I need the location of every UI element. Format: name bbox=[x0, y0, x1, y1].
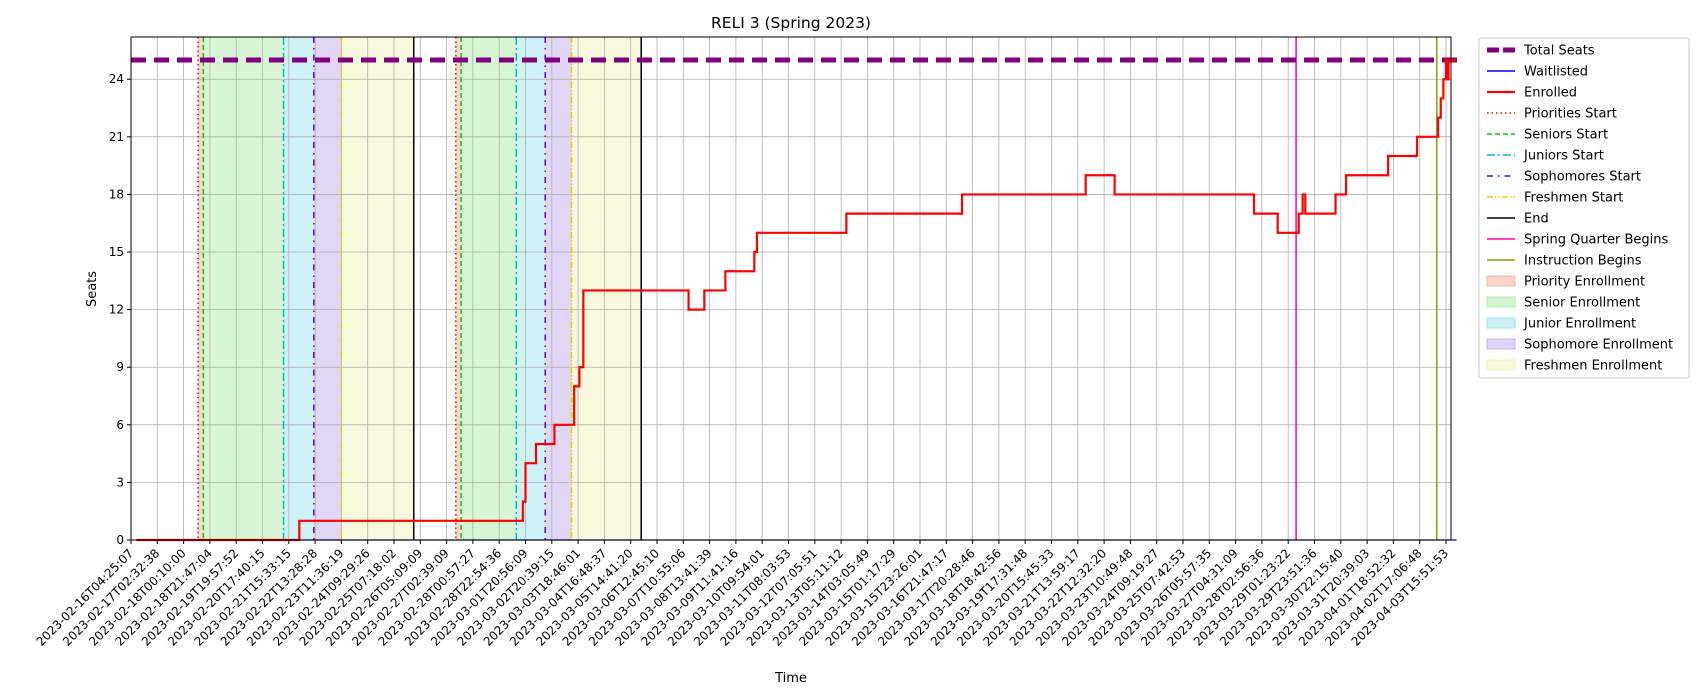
legend-swatch bbox=[1486, 338, 1516, 350]
span-sophomore-enrollment bbox=[313, 37, 342, 540]
span-freshmen-enrollment bbox=[341, 37, 414, 540]
legend-label: Priorities Start bbox=[1524, 107, 1617, 122]
legend-swatch bbox=[1486, 359, 1516, 371]
y-tick-label: 3 bbox=[116, 475, 124, 489]
y-axis-ticks: 0 3 6 9 12 15 18 21 24 bbox=[109, 72, 131, 547]
y-tick-label: 12 bbox=[109, 303, 124, 317]
y-tick-label: 21 bbox=[109, 130, 124, 144]
legend-swatch bbox=[1486, 275, 1516, 287]
x-axis-label: Time bbox=[774, 671, 807, 686]
x-axis-ticks: 2023-02-16T04:25:072023-02-17T02:32:3820… bbox=[34, 540, 1451, 649]
legend-swatch bbox=[1486, 317, 1516, 329]
legend-swatch bbox=[1486, 296, 1516, 308]
y-tick-label: 9 bbox=[116, 360, 124, 374]
span-junior-enrollment bbox=[516, 37, 546, 540]
legend-label: Waitlisted bbox=[1524, 65, 1588, 80]
legend-box bbox=[1478, 37, 1690, 379]
legend-label: Senior Enrollment bbox=[1524, 296, 1640, 311]
y-tick-label: 0 bbox=[116, 533, 124, 547]
legend-label: Freshmen Enrollment bbox=[1524, 359, 1662, 374]
span-sophomore-enrollment bbox=[545, 37, 572, 540]
span-senior-enrollment bbox=[203, 37, 284, 540]
legend-label: End bbox=[1524, 212, 1549, 227]
legend-label: Spring Quarter Begins bbox=[1524, 233, 1668, 248]
y-tick-label: 18 bbox=[109, 187, 124, 201]
y-tick-label: 15 bbox=[109, 245, 124, 259]
y-tick-label: 24 bbox=[109, 72, 124, 86]
legend-label: Instruction Begins bbox=[1524, 254, 1642, 269]
y-tick-label: 6 bbox=[116, 418, 124, 432]
plot-frame bbox=[130, 36, 1452, 541]
series-enrolled bbox=[136, 58, 1457, 542]
span-freshmen-enrollment bbox=[571, 37, 642, 540]
legend: Total Seats Waitlisted Enrolled Priorities … bbox=[1478, 37, 1690, 379]
legend-label: Freshmen Start bbox=[1524, 191, 1623, 206]
span-priority-enrollment bbox=[455, 37, 462, 540]
span-junior-enrollment bbox=[283, 37, 314, 540]
span-priority-enrollment bbox=[198, 37, 204, 540]
legend-label: Total Seats bbox=[1523, 44, 1595, 59]
enrollment-period-spans bbox=[198, 37, 642, 540]
y-axis-label: Seats bbox=[85, 271, 100, 307]
legend-label: Sophomores Start bbox=[1524, 170, 1641, 185]
event-vertical-lines bbox=[197, 37, 1438, 540]
legend-label: Seniors Start bbox=[1524, 128, 1608, 143]
legend-label: Junior Enrollment bbox=[1523, 317, 1636, 332]
legend-label: Sophomore Enrollment bbox=[1524, 338, 1673, 353]
span-senior-enrollment bbox=[461, 37, 517, 540]
chart-title: RELI 3 (Spring 2023) bbox=[711, 14, 871, 32]
legend-label: Priority Enrollment bbox=[1524, 275, 1645, 290]
legend-label: Juniors Start bbox=[1523, 149, 1604, 164]
legend-label: Enrolled bbox=[1524, 86, 1577, 101]
